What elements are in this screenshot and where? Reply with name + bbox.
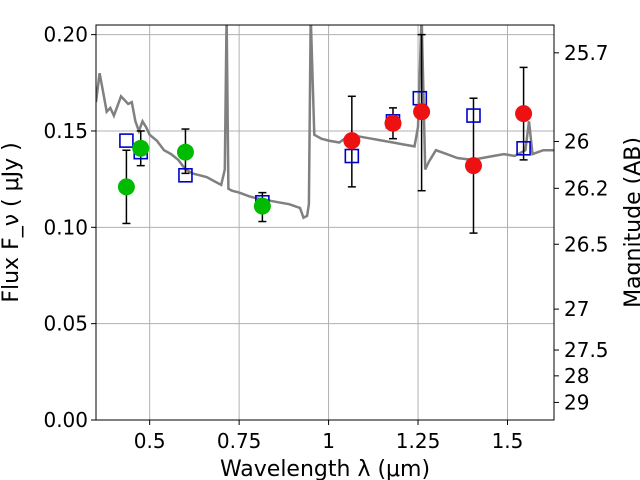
observed-point-circle bbox=[343, 132, 361, 150]
y2-tick-label: 26 bbox=[564, 129, 589, 153]
y2-tick-label: 26.2 bbox=[564, 176, 609, 200]
observed-point-circle bbox=[132, 139, 150, 157]
model-point-square bbox=[119, 133, 134, 148]
y-axis-label: Flux F_ν ( μJy ) bbox=[0, 142, 24, 302]
x-tick-label: 1.5 bbox=[492, 429, 524, 453]
y2-tick-label: 29 bbox=[564, 390, 589, 414]
observed-point-circle bbox=[464, 157, 482, 175]
model-spectrum-line bbox=[96, 25, 554, 220]
model-point-square bbox=[344, 148, 360, 164]
y2-axis-label: Magnitude (AB) bbox=[621, 137, 640, 308]
y-tick-label: 0.15 bbox=[43, 119, 88, 143]
x-tick-label: 1 bbox=[322, 429, 335, 453]
error-bars bbox=[122, 33, 528, 234]
y-axis-ticks: 0.00 0.05 0.10 0.15 0.20 bbox=[43, 23, 96, 432]
observed-point-circle bbox=[117, 178, 135, 196]
observed-point-circle bbox=[384, 114, 402, 132]
y-tick-label: 0.05 bbox=[43, 312, 88, 336]
y2-tick-label: 27 bbox=[564, 297, 589, 321]
observed-point-circle bbox=[515, 105, 533, 123]
y-tick-label: 0.20 bbox=[43, 23, 88, 47]
plot-frame bbox=[95, 24, 555, 421]
x-axis-ticks: 0.5 0.75 1 1.25 1.5 bbox=[134, 420, 524, 453]
observed-point-circle bbox=[253, 197, 271, 215]
y-tick-label: 0.00 bbox=[43, 408, 88, 432]
model-point-square bbox=[466, 108, 481, 123]
x-tick-label: 1.25 bbox=[396, 429, 441, 453]
observed-point-circle bbox=[413, 103, 431, 121]
grid-lines bbox=[96, 25, 554, 421]
y2-tick-label: 28 bbox=[564, 364, 589, 388]
x-tick-label: 0.5 bbox=[134, 429, 166, 453]
y2-tick-label: 25.7 bbox=[564, 41, 609, 65]
model-point-square bbox=[178, 167, 193, 183]
y-tick-label: 0.10 bbox=[43, 215, 88, 239]
x-tick-label: 0.75 bbox=[217, 429, 262, 453]
data-markers bbox=[117, 90, 533, 215]
model-point-square bbox=[516, 141, 531, 156]
observed-point-circle bbox=[176, 143, 194, 161]
x-axis-label: Wavelength λ (μm) bbox=[220, 457, 430, 480]
model-spectrum bbox=[96, 25, 554, 220]
y2-tick-label: 26.5 bbox=[564, 232, 609, 256]
y2-tick-label: 27.5 bbox=[564, 338, 609, 362]
